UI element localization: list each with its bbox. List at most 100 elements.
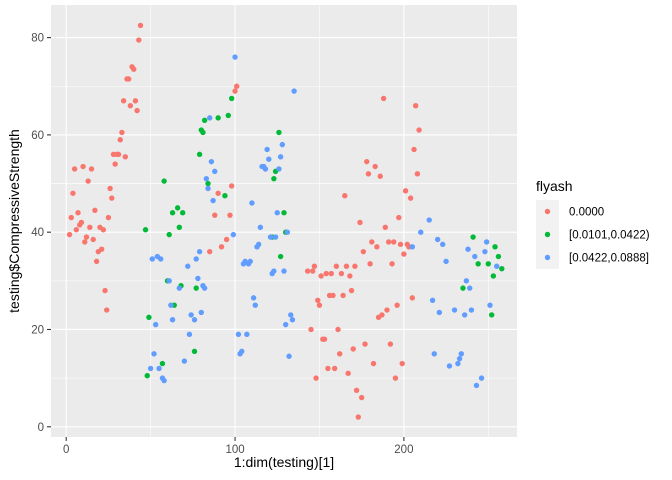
- data-point: [131, 66, 137, 72]
- data-point: [416, 127, 422, 133]
- data-point: [473, 382, 480, 389]
- data-point: [230, 231, 237, 238]
- data-point: [85, 178, 91, 184]
- data-point: [389, 261, 395, 267]
- legend-title: flyash: [536, 178, 573, 194]
- x-tick-label: 0: [63, 444, 69, 456]
- data-point: [136, 37, 142, 43]
- data-point: [212, 212, 218, 218]
- legend-items: 0.0000 [0.0101,0.0422) [0.0422,0.0888]: [536, 200, 650, 269]
- data-point: [161, 377, 167, 384]
- data-point: [208, 158, 215, 165]
- data-point: [152, 321, 159, 328]
- data-point: [321, 336, 328, 342]
- y-axis-ticks: 0 20 40 60 80: [31, 33, 51, 434]
- data-point: [132, 98, 139, 104]
- data-point: [458, 351, 464, 357]
- plot-panel: [51, 5, 517, 437]
- data-point: [235, 331, 242, 338]
- data-point: [134, 107, 140, 114]
- data-point: [456, 355, 463, 362]
- legend-label: [0.0101,0.0422): [569, 230, 650, 242]
- data-point: [316, 302, 323, 308]
- data-point: [122, 154, 128, 160]
- data-point: [228, 183, 235, 189]
- data-point: [266, 156, 272, 162]
- y-tick-label: 60: [31, 130, 44, 142]
- data-point: [401, 251, 407, 257]
- data-point: [244, 331, 250, 338]
- data-point: [412, 103, 419, 109]
- data-point: [80, 163, 86, 170]
- data-point: [174, 205, 181, 211]
- data-points: [66, 22, 505, 420]
- data-point: [355, 414, 361, 420]
- data-point: [188, 312, 194, 318]
- data-point: [304, 268, 311, 274]
- data-point: [482, 248, 488, 255]
- data-point: [193, 285, 199, 291]
- data-point: [147, 365, 154, 372]
- data-point: [461, 312, 468, 318]
- data-point: [340, 292, 346, 299]
- data-point: [239, 348, 245, 355]
- data-point: [212, 168, 218, 175]
- y-tick-label: 20: [31, 324, 44, 336]
- data-point: [357, 219, 363, 226]
- data-point: [151, 351, 157, 357]
- data-point: [323, 270, 329, 277]
- data-point: [364, 158, 370, 165]
- data-point: [120, 98, 127, 104]
- legend: flyash 0.0000 [0.0101,0.0422) [0.0422,0.08…: [536, 178, 650, 269]
- data-point: [396, 214, 402, 221]
- data-point: [490, 273, 497, 279]
- data-point: [288, 312, 294, 318]
- legend-key-point: [544, 208, 551, 215]
- data-point: [100, 227, 107, 233]
- data-point: [168, 302, 174, 308]
- data-point: [328, 270, 334, 277]
- data-point: [271, 175, 277, 182]
- data-point: [161, 178, 167, 184]
- data-point: [330, 292, 336, 299]
- data-point: [387, 341, 394, 347]
- data-point: [90, 236, 96, 243]
- data-point: [205, 180, 211, 187]
- data-point: [409, 244, 416, 250]
- y-tick-label: 40: [31, 227, 44, 239]
- data-point: [149, 256, 156, 262]
- data-point: [284, 229, 291, 235]
- data-point: [196, 248, 203, 255]
- data-point: [311, 263, 318, 269]
- data-point: [249, 200, 255, 206]
- data-point: [478, 375, 485, 381]
- data-point: [107, 185, 113, 192]
- data-point: [71, 166, 78, 172]
- data-point: [201, 285, 208, 291]
- y-axis-title: testing$CompressiveStrength: [6, 129, 22, 313]
- data-point: [200, 129, 206, 136]
- data-point: [418, 229, 424, 235]
- data-point: [455, 360, 461, 367]
- data-point: [377, 173, 383, 179]
- data-point: [487, 302, 493, 308]
- data-point: [411, 146, 417, 153]
- data-point: [185, 263, 191, 269]
- data-point: [203, 175, 210, 182]
- data-point: [494, 263, 500, 269]
- data-point: [429, 297, 436, 303]
- data-point: [82, 239, 88, 245]
- data-point: [315, 297, 321, 303]
- data-point: [470, 234, 476, 240]
- data-point: [127, 103, 134, 109]
- data-point: [331, 365, 338, 372]
- data-point: [70, 190, 76, 196]
- legend-key-point: [544, 231, 551, 238]
- data-point: [66, 231, 73, 238]
- data-point: [365, 171, 372, 177]
- data-point: [158, 256, 164, 262]
- data-point: [313, 375, 319, 381]
- legend-label: [0.0422,0.0888]: [569, 253, 649, 265]
- data-point: [499, 265, 505, 272]
